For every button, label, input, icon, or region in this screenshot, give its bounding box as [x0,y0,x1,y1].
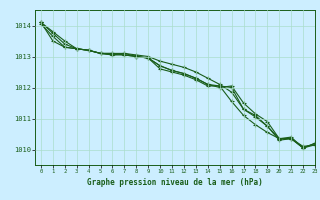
X-axis label: Graphe pression niveau de la mer (hPa): Graphe pression niveau de la mer (hPa) [87,178,263,187]
